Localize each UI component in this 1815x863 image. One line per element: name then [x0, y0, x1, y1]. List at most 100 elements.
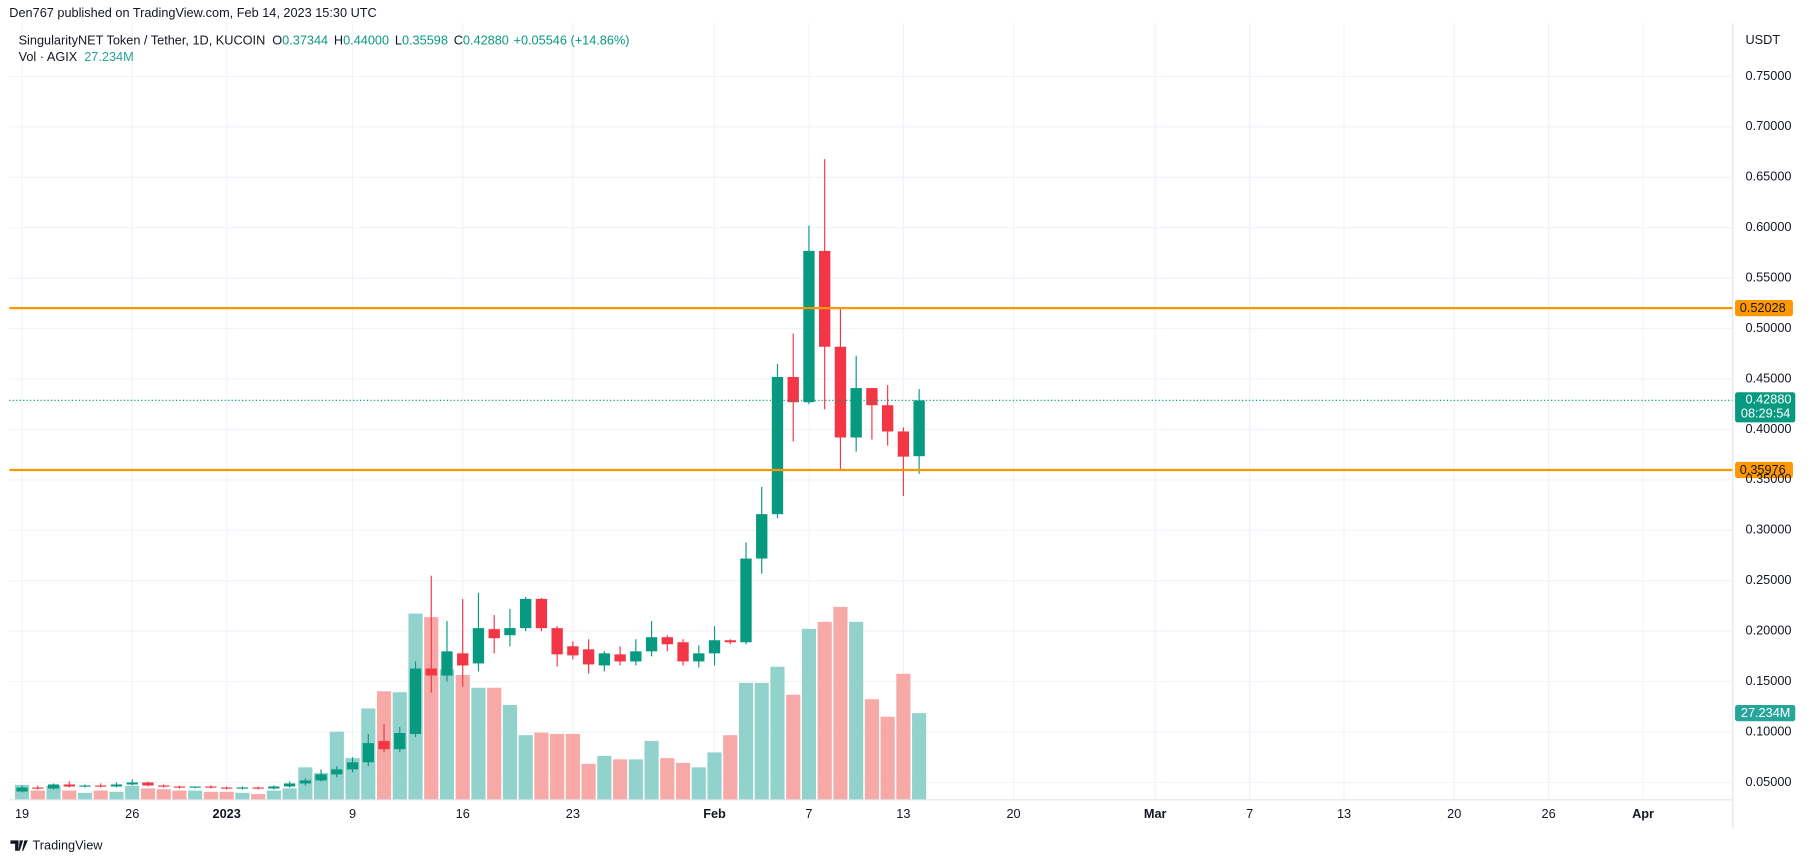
y-tick-label: 0.40000	[1745, 421, 1791, 436]
y-tick-label: 0.70000	[1745, 118, 1791, 133]
volume-bar	[125, 785, 140, 800]
candle-body	[740, 558, 752, 643]
candle-body	[425, 668, 437, 676]
candle-body	[771, 376, 784, 515]
volume-bar	[487, 687, 502, 800]
candle-body	[205, 786, 217, 788]
volume-bar	[188, 790, 203, 800]
footer-brand: TradingView	[32, 837, 103, 852]
volume-bar	[754, 682, 769, 800]
candle-body	[850, 388, 862, 438]
candle-body	[236, 787, 249, 789]
volume-bar	[660, 758, 675, 800]
candle-body	[378, 741, 390, 750]
y-tick-label: 0.05000	[1745, 774, 1791, 789]
last-price-label: 0.42880	[1745, 392, 1791, 407]
x-tick-label: Mar	[1144, 806, 1167, 821]
level-label-box	[1735, 300, 1793, 317]
legend-key: C	[454, 33, 463, 48]
candle-body	[598, 653, 611, 666]
volume-bar	[770, 666, 785, 800]
legend-value: 0.35598	[402, 33, 448, 48]
candle-body	[677, 642, 689, 662]
x-tick-label: Apr	[1632, 806, 1654, 821]
candle-body	[299, 780, 312, 784]
volume-bar	[801, 628, 817, 800]
candle-body	[409, 668, 422, 735]
price-unit: USDT	[1745, 32, 1780, 47]
candle-body	[173, 786, 186, 788]
candle-body	[803, 250, 815, 403]
x-tick-label: 7	[1246, 806, 1253, 821]
candle-body	[614, 654, 626, 662]
volume-bar	[833, 606, 848, 800]
volume-bar	[329, 731, 344, 800]
candle-body	[158, 785, 170, 787]
volume-bar	[30, 790, 45, 800]
x-tick-label: 2023	[213, 806, 241, 821]
x-tick-label: 7	[805, 806, 812, 821]
y-tick-label: 0.30000	[1745, 522, 1791, 537]
volume-bar	[864, 699, 879, 800]
volume-bar	[424, 617, 439, 800]
volume-bar	[282, 788, 297, 800]
candle-body	[95, 785, 107, 787]
volume-bar	[172, 790, 187, 800]
candle-body	[913, 400, 925, 457]
volume-bar	[235, 792, 250, 800]
volume-label-box	[1735, 705, 1796, 722]
candle-body	[220, 787, 233, 789]
volume-bar	[896, 673, 911, 800]
y-tick-label: 0.55000	[1745, 269, 1791, 284]
x-tick-label: 9	[349, 806, 356, 821]
volume-bar	[93, 790, 108, 800]
candle-body	[535, 598, 548, 629]
candle-body	[47, 784, 60, 789]
volume-legend: Vol · AGIX 27.234M	[19, 49, 134, 64]
volume-bar	[723, 735, 738, 800]
candle-body	[63, 784, 75, 787]
volume-bar	[786, 694, 801, 800]
volume-bar	[912, 713, 927, 800]
footer-logo	[10, 840, 28, 851]
countdown: 08:29:54	[1741, 406, 1791, 421]
candle-body	[693, 653, 705, 662]
volume-bar	[156, 789, 171, 800]
x-tick-label: 26	[1542, 806, 1556, 821]
candle-body	[819, 250, 831, 347]
volume-bar	[219, 791, 234, 800]
candle-body	[394, 733, 406, 750]
candle-body	[787, 376, 799, 403]
volume-bar	[738, 682, 754, 800]
volume-bar	[46, 785, 61, 800]
candle-body	[488, 629, 500, 639]
x-tick-label: 13	[1337, 806, 1351, 821]
candle-body	[630, 651, 642, 662]
candle-body	[457, 653, 469, 666]
volume-bar	[707, 752, 722, 800]
candle-body	[126, 782, 138, 785]
x-tick-label: Feb	[703, 806, 726, 821]
legend-key: L	[395, 33, 402, 48]
publish-info: Den767 published on TradingView.com, Feb…	[9, 5, 376, 20]
volume-axis-label: 27.234M	[1741, 705, 1790, 720]
y-tick-label: 0.50000	[1745, 320, 1791, 335]
candle-body	[708, 640, 721, 654]
volume-bar	[675, 762, 691, 800]
volume-legend-value: 27.234M	[84, 49, 134, 64]
candle-body	[32, 787, 44, 789]
volume-bar	[439, 669, 455, 800]
candle-body	[16, 787, 28, 792]
volume-bar	[77, 792, 93, 800]
volume-bar	[550, 733, 565, 800]
volume-bar	[502, 704, 518, 800]
volume-bar	[518, 735, 533, 800]
volume-bar	[266, 790, 281, 800]
y-tick-label: 0.20000	[1745, 623, 1791, 638]
candle-body	[346, 762, 359, 770]
y-tick-label: 0.35000	[1745, 471, 1791, 486]
x-tick-label: 20	[1447, 806, 1461, 821]
candle-body	[520, 598, 532, 629]
